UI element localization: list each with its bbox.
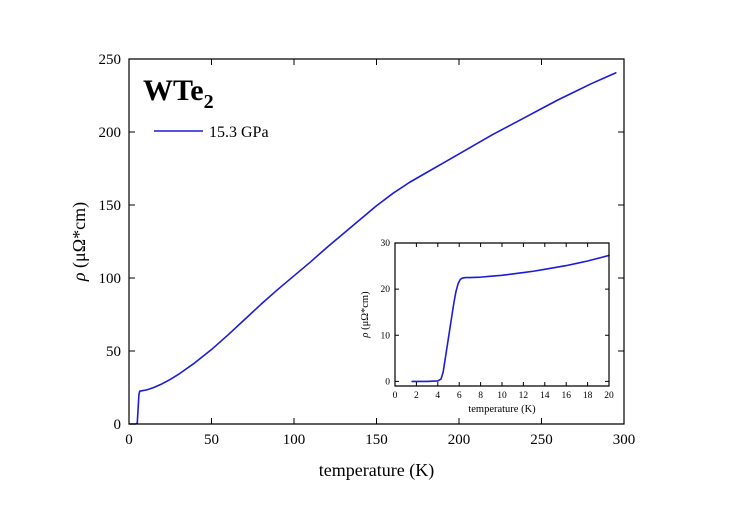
inset-x-tick-label-9: 18	[583, 391, 593, 401]
chart-annotation-wte2: WTe2	[143, 74, 214, 113]
inset-x-axis-title: temperature (K)	[468, 404, 536, 415]
inset-y-tick-label-0: 0	[385, 377, 390, 387]
main-y-axis-title: ρ (μΩ*cm)	[69, 202, 90, 282]
main-x-tick-label-1: 50	[204, 432, 219, 448]
inset-y-axis-symbol: ρ	[360, 333, 371, 339]
annotation-subscript: 2	[204, 91, 214, 113]
inset-series-group	[411, 254, 610, 383]
main-y-tick-label-1: 50	[106, 344, 121, 360]
main-series-group	[129, 72, 617, 425]
main-y-axis-symbol: ρ	[69, 272, 89, 282]
legend-entry-label: 15.3 GPa	[209, 124, 269, 141]
inset-x-tick-label-0: 0	[393, 391, 398, 401]
main-y-tick-label-3: 150	[99, 198, 122, 214]
inset-x-tick-label-7: 14	[540, 391, 550, 401]
inset-x-tick-label-10: 20	[604, 391, 614, 401]
main-x-tick-label-3: 150	[365, 432, 388, 448]
main-y-tick-label-5: 250	[99, 52, 122, 68]
main-series-line-0	[129, 72, 617, 425]
main-x-tick-label-6: 300	[613, 432, 636, 448]
inset-ticks-group: 0 2 4 6 8 10 12 14 16 18 20 0 10 20 30	[381, 239, 615, 401]
inset-x-tick-label-1: 2	[414, 391, 419, 401]
inset-x-tick-label-3: 6	[457, 391, 462, 401]
main-x-tick-label-0: 0	[125, 432, 133, 448]
legend: 15.3 GPa	[154, 124, 269, 141]
main-y-axis-units: (μΩ*cm)	[69, 202, 90, 273]
main-y-tick-label-2: 100	[99, 271, 122, 287]
inset-x-tick-label-2: 4	[435, 391, 440, 401]
main-x-tick-label-2: 100	[283, 432, 306, 448]
inset-y-tick-label-2: 20	[381, 285, 391, 295]
inset-x-tick-label-5: 10	[497, 391, 507, 401]
inset-background	[395, 243, 609, 386]
inset-y-tick-label-1: 10	[381, 331, 391, 341]
annotation-main: WTe	[143, 74, 204, 107]
inset-y-axis-title: ρ (μΩ*cm)	[360, 291, 371, 339]
main-x-axis-title: temperature (K)	[319, 460, 434, 481]
inset-series-line-0	[411, 254, 610, 383]
main-y-tick-label-0: 0	[114, 417, 122, 433]
main-x-tick-label-4: 200	[448, 432, 471, 448]
inset-x-tick-label-4: 8	[478, 391, 483, 401]
main-y-tick-label-4: 200	[99, 125, 122, 141]
inset-chart: 0 2 4 6 8 10 12 14 16 18 20 0 10 20 30 temperature (K)…	[360, 239, 614, 415]
inset-x-tick-label-6: 12	[519, 391, 529, 401]
inset-x-tick-label-8: 16	[561, 391, 571, 401]
main-x-tick-label-5: 250	[530, 432, 553, 448]
inset-y-axis-units: (μΩ*cm)	[360, 291, 371, 333]
inset-y-tick-label-3: 30	[381, 239, 391, 249]
